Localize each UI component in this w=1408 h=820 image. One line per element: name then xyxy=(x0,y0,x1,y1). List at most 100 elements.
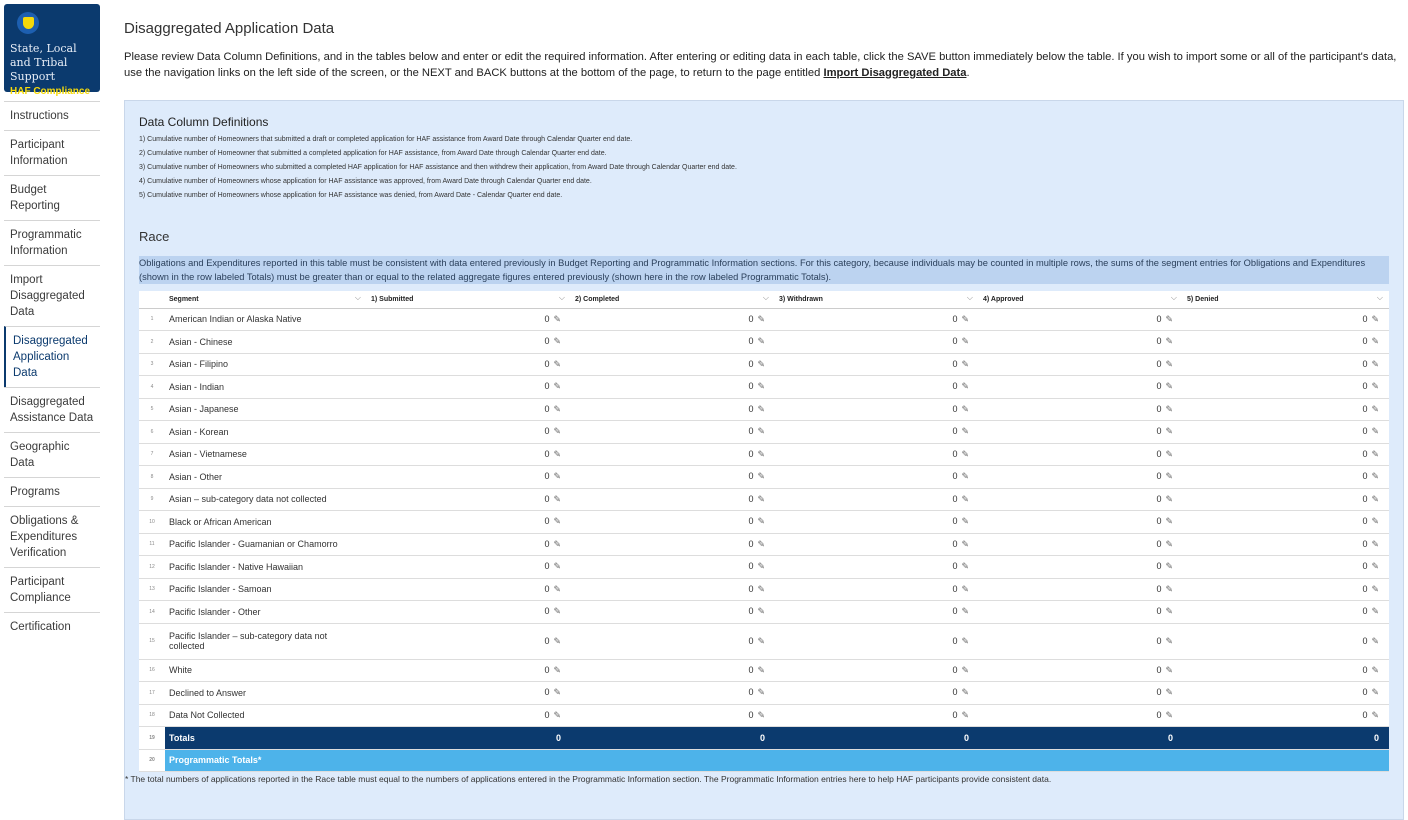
sidebar-item-programs[interactable]: Programs xyxy=(4,477,100,506)
pencil-edit-icon[interactable]: ✎ xyxy=(1165,635,1173,646)
pencil-edit-icon[interactable]: ✎ xyxy=(553,635,561,646)
value-cell[interactable]: 0 ✎ xyxy=(775,600,979,624)
pencil-edit-icon[interactable]: ✎ xyxy=(757,664,765,675)
pencil-edit-icon[interactable]: ✎ xyxy=(553,493,561,504)
value-cell[interactable]: 0 ✎ xyxy=(571,443,775,466)
pencil-edit-icon[interactable]: ✎ xyxy=(757,471,765,482)
pencil-edit-icon[interactable]: ✎ xyxy=(553,336,561,347)
pencil-edit-icon[interactable]: ✎ xyxy=(757,381,765,392)
sidebar-item-participant-information[interactable]: Participant Information xyxy=(4,130,100,175)
value-cell[interactable]: 0 ✎ xyxy=(571,488,775,511)
value-cell[interactable]: 0 ✎ xyxy=(775,623,979,660)
pencil-edit-icon[interactable]: ✎ xyxy=(1165,448,1173,459)
pencil-edit-icon[interactable]: ✎ xyxy=(757,561,765,572)
value-cell[interactable]: 0 ✎ xyxy=(367,681,571,705)
chevron-down-icon[interactable]: ⌵ xyxy=(762,293,769,302)
pencil-edit-icon[interactable]: ✎ xyxy=(961,561,969,572)
pencil-edit-icon[interactable]: ✎ xyxy=(1371,664,1379,675)
pencil-edit-icon[interactable]: ✎ xyxy=(757,583,765,594)
value-cell[interactable]: 0 ✎ xyxy=(367,704,571,727)
pencil-edit-icon[interactable]: ✎ xyxy=(553,709,561,720)
value-cell[interactable]: 0 ✎ xyxy=(367,308,571,331)
value-cell[interactable]: 0 ✎ xyxy=(1183,353,1389,376)
pencil-edit-icon[interactable]: ✎ xyxy=(961,583,969,594)
pencil-edit-icon[interactable]: ✎ xyxy=(1165,709,1173,720)
value-cell[interactable]: 0 ✎ xyxy=(775,555,979,579)
value-cell[interactable]: 0 ✎ xyxy=(571,681,775,705)
pencil-edit-icon[interactable]: ✎ xyxy=(553,448,561,459)
chevron-down-icon[interactable]: ⌵ xyxy=(1376,293,1383,302)
pencil-edit-icon[interactable]: ✎ xyxy=(961,336,969,347)
pencil-edit-icon[interactable]: ✎ xyxy=(1371,635,1379,646)
value-cell[interactable]: 0 ✎ xyxy=(571,600,775,624)
value-cell[interactable]: 0 ✎ xyxy=(775,398,979,421)
pencil-edit-icon[interactable]: ✎ xyxy=(961,426,969,437)
pencil-edit-icon[interactable]: ✎ xyxy=(1371,426,1379,437)
chevron-down-icon[interactable]: ⌵ xyxy=(558,293,565,302)
pencil-edit-icon[interactable]: ✎ xyxy=(1371,358,1379,369)
pencil-edit-icon[interactable]: ✎ xyxy=(961,664,969,675)
value-cell[interactable]: 0 ✎ xyxy=(1183,330,1389,354)
value-cell[interactable]: 0 ✎ xyxy=(367,555,571,579)
value-cell[interactable]: 0 ✎ xyxy=(775,443,979,466)
value-cell[interactable]: 0 ✎ xyxy=(775,704,979,727)
value-cell[interactable]: 0 ✎ xyxy=(979,488,1183,511)
pencil-edit-icon[interactable]: ✎ xyxy=(757,448,765,459)
column-header-1-submitted[interactable]: 1) Submitted ⌵ xyxy=(367,291,571,309)
pencil-edit-icon[interactable]: ✎ xyxy=(1165,687,1173,698)
value-cell[interactable]: 0 ✎ xyxy=(1183,488,1389,511)
value-cell[interactable]: 0 ✎ xyxy=(979,681,1183,705)
pencil-edit-icon[interactable]: ✎ xyxy=(1165,426,1173,437)
pencil-edit-icon[interactable]: ✎ xyxy=(757,516,765,527)
pencil-edit-icon[interactable]: ✎ xyxy=(553,583,561,594)
pencil-edit-icon[interactable]: ✎ xyxy=(1371,606,1379,617)
value-cell[interactable]: 0 ✎ xyxy=(367,623,571,660)
pencil-edit-icon[interactable]: ✎ xyxy=(757,709,765,720)
value-cell[interactable]: 0 ✎ xyxy=(775,681,979,705)
value-cell[interactable]: 0 ✎ xyxy=(979,704,1183,727)
pencil-edit-icon[interactable]: ✎ xyxy=(1165,313,1173,324)
value-cell[interactable]: 0 ✎ xyxy=(979,555,1183,579)
value-cell[interactable]: 0 ✎ xyxy=(1183,659,1389,682)
value-cell[interactable]: 0 ✎ xyxy=(979,353,1183,376)
pencil-edit-icon[interactable]: ✎ xyxy=(961,709,969,720)
pencil-edit-icon[interactable]: ✎ xyxy=(1371,448,1379,459)
value-cell[interactable]: 0 ✎ xyxy=(979,533,1183,556)
pencil-edit-icon[interactable]: ✎ xyxy=(1165,358,1173,369)
column-header-5-denied[interactable]: 5) Denied ⌵ xyxy=(1183,291,1389,309)
value-cell[interactable]: 0 ✎ xyxy=(775,510,979,534)
pencil-edit-icon[interactable]: ✎ xyxy=(757,403,765,414)
value-cell[interactable]: 0 ✎ xyxy=(571,398,775,421)
value-cell[interactable]: 0 ✎ xyxy=(367,600,571,624)
value-cell[interactable]: 0 ✎ xyxy=(571,330,775,354)
import-disaggregated-data-link[interactable]: Import Disaggregated Data xyxy=(823,67,967,79)
pencil-edit-icon[interactable]: ✎ xyxy=(1165,471,1173,482)
value-cell[interactable]: 0 ✎ xyxy=(367,533,571,556)
pencil-edit-icon[interactable]: ✎ xyxy=(553,538,561,549)
value-cell[interactable]: 0 ✎ xyxy=(367,375,571,399)
chevron-down-icon[interactable]: ⌵ xyxy=(1170,293,1177,302)
value-cell[interactable]: 0 ✎ xyxy=(979,375,1183,399)
pencil-edit-icon[interactable]: ✎ xyxy=(1165,606,1173,617)
value-cell[interactable]: 0 ✎ xyxy=(979,330,1183,354)
pencil-edit-icon[interactable]: ✎ xyxy=(961,471,969,482)
value-cell[interactable]: 0 ✎ xyxy=(1183,308,1389,331)
pencil-edit-icon[interactable]: ✎ xyxy=(1371,403,1379,414)
pencil-edit-icon[interactable]: ✎ xyxy=(553,426,561,437)
value-cell[interactable]: 0 ✎ xyxy=(1183,398,1389,421)
pencil-edit-icon[interactable]: ✎ xyxy=(1165,403,1173,414)
pencil-edit-icon[interactable]: ✎ xyxy=(1165,561,1173,572)
value-cell[interactable]: 0 ✎ xyxy=(979,578,1183,601)
pencil-edit-icon[interactable]: ✎ xyxy=(757,336,765,347)
value-cell[interactable]: 0 ✎ xyxy=(775,465,979,489)
value-cell[interactable]: 0 ✎ xyxy=(775,308,979,331)
pencil-edit-icon[interactable]: ✎ xyxy=(961,448,969,459)
value-cell[interactable]: 0 ✎ xyxy=(775,533,979,556)
pencil-edit-icon[interactable]: ✎ xyxy=(1165,516,1173,527)
column-header-4-approved[interactable]: 4) Approved ⌵ xyxy=(979,291,1183,309)
pencil-edit-icon[interactable]: ✎ xyxy=(1165,583,1173,594)
sidebar-item-programmatic-information[interactable]: Programmatic Information xyxy=(4,220,100,265)
sidebar-item-obligations-expenditures-verification[interactable]: Obligations & Expenditures Verification xyxy=(4,506,100,567)
value-cell[interactable]: 0 ✎ xyxy=(367,353,571,376)
value-cell[interactable]: 0 ✎ xyxy=(571,420,775,444)
